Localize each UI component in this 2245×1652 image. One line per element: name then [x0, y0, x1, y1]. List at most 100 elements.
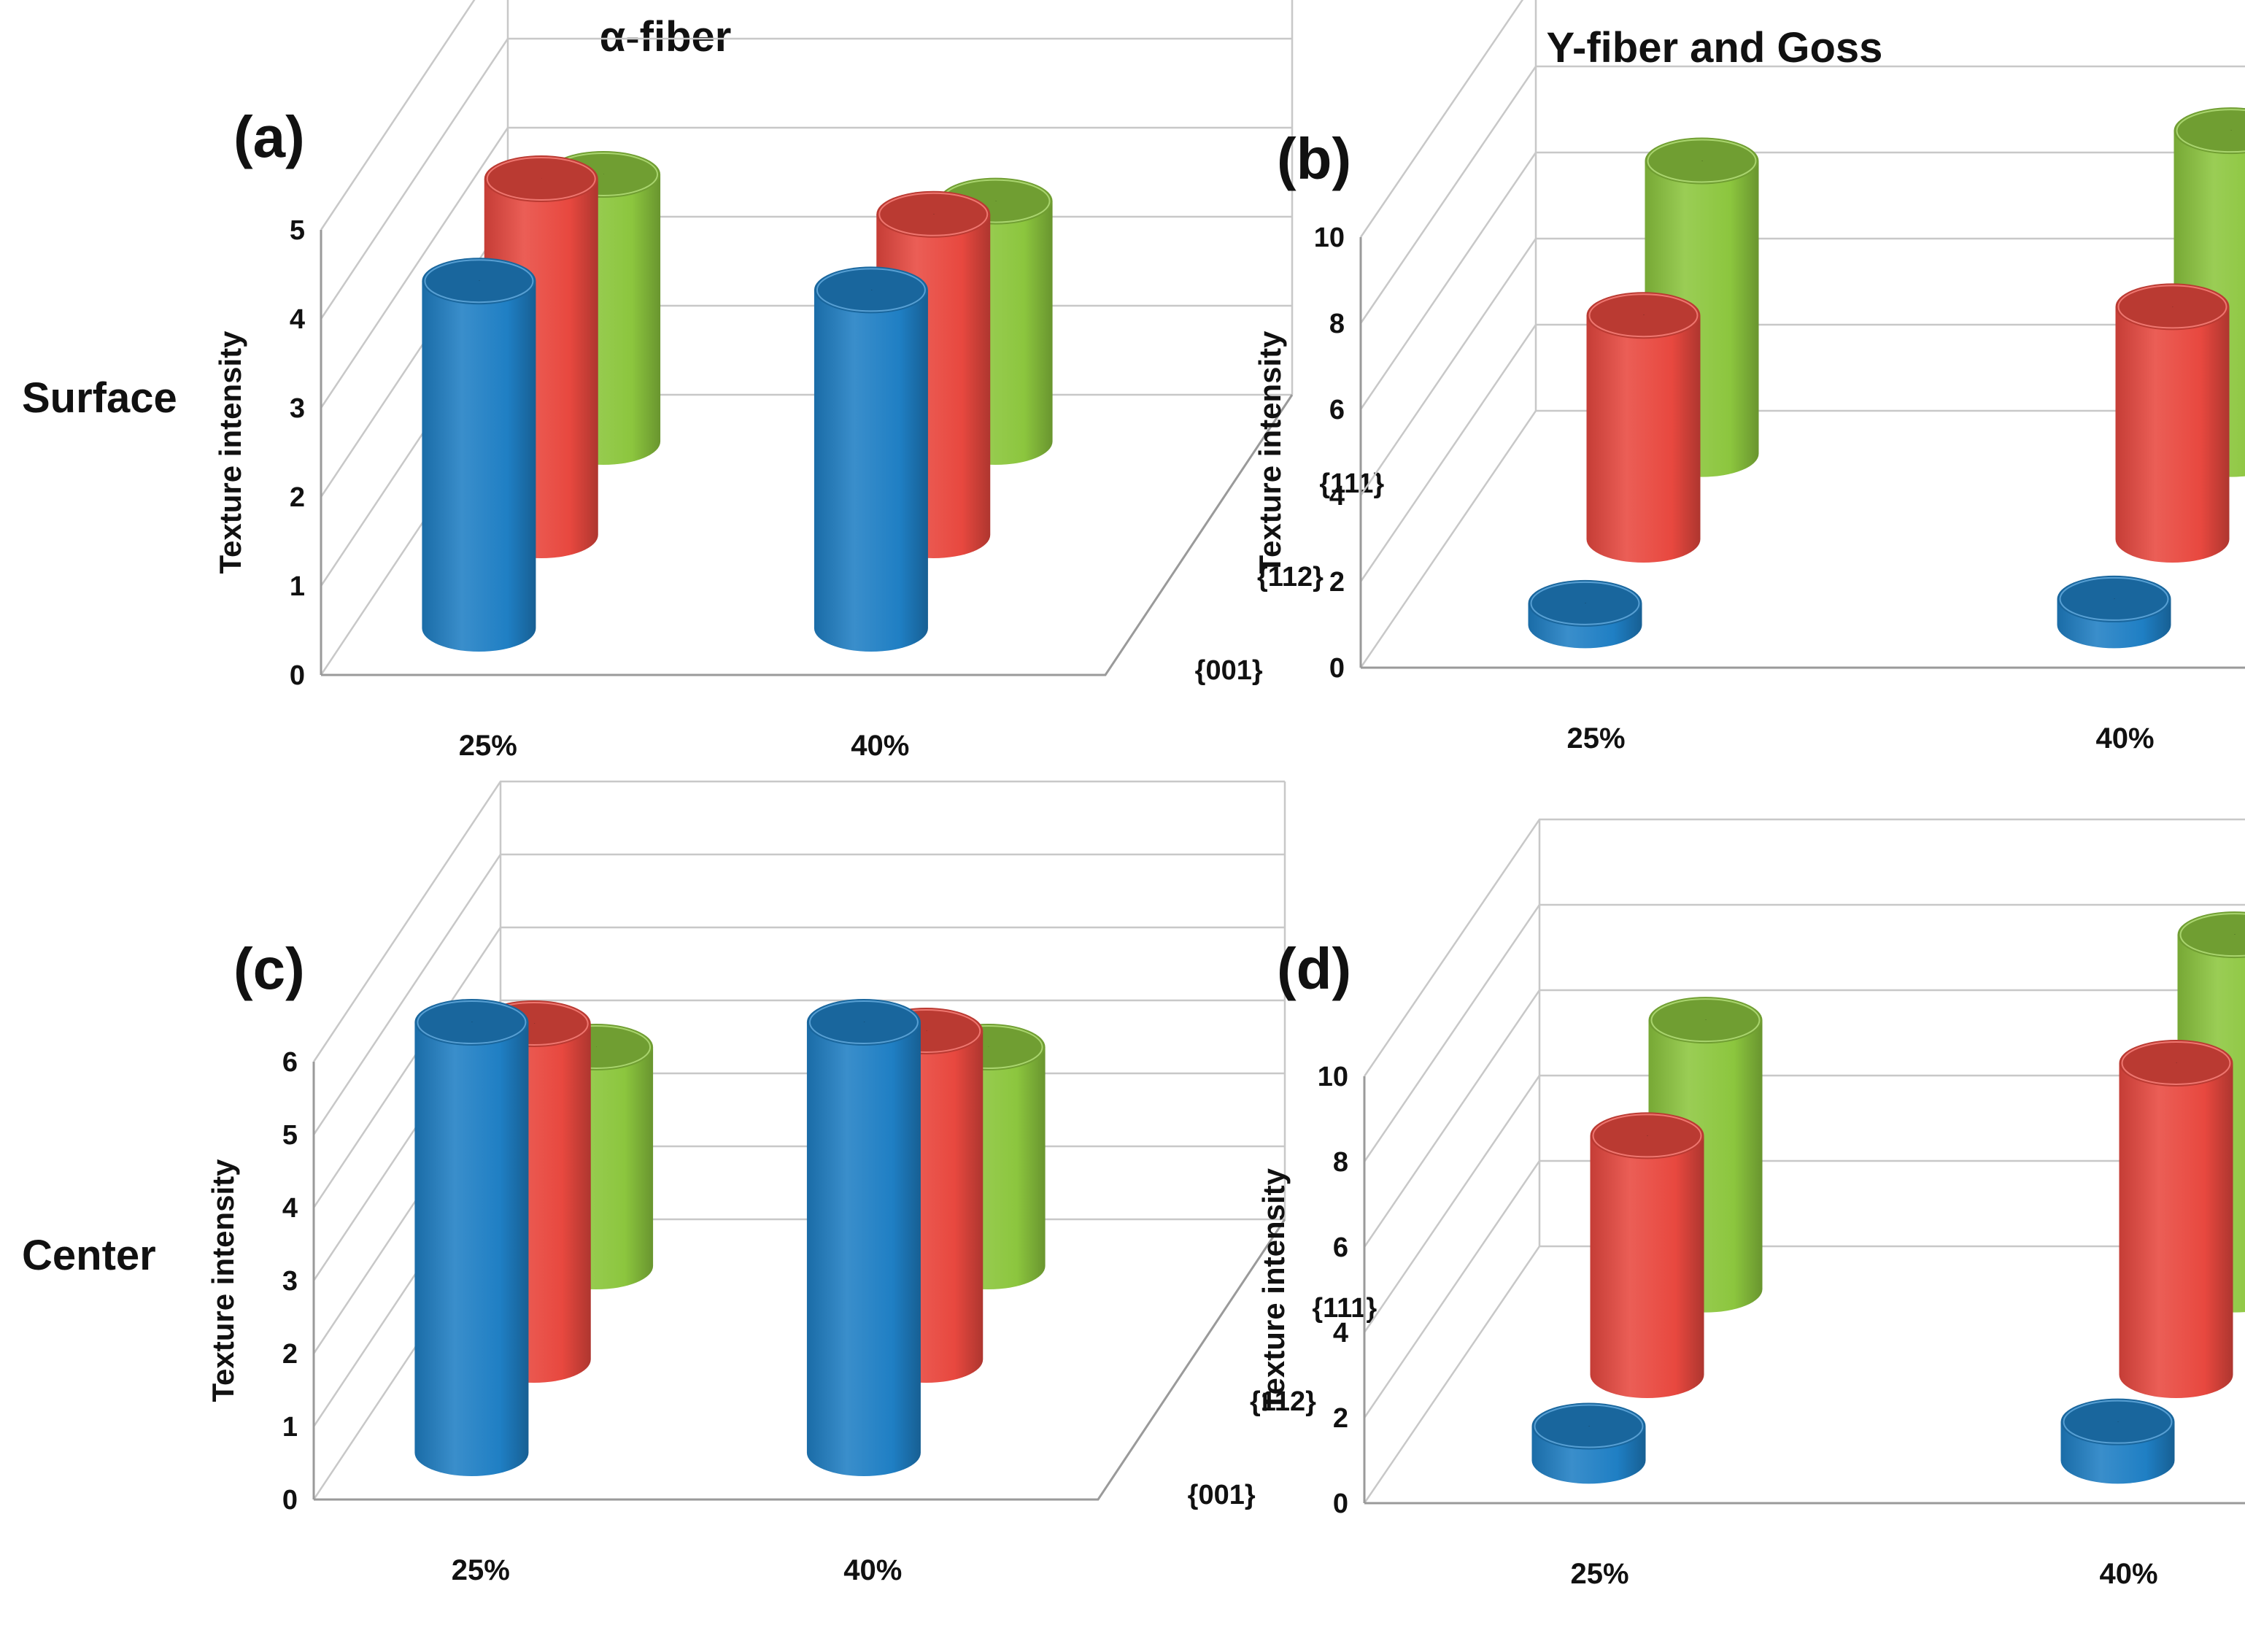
bar-value: 5.6: [1647, 1135, 1649, 1136]
bar-body: [1586, 315, 1701, 563]
x-category-label: 25%: [1566, 722, 1625, 754]
bar-top-highlight: [417, 1000, 527, 1044]
bar-value: 3: [596, 1046, 597, 1048]
bar-top: [422, 258, 536, 305]
bar-body: [1590, 1135, 1704, 1398]
bar-top: [2060, 1398, 2175, 1446]
x-category-label: 25%: [459, 730, 517, 762]
gridline: [1363, 1074, 2245, 1333]
bar-top-highlight: [1530, 581, 1640, 625]
gridline: [1359, 237, 2245, 496]
y-tick-label: 8: [1333, 1147, 1348, 1178]
bar-top-highlight: [1588, 293, 1699, 338]
bar-cylinder: 5.9: [806, 999, 921, 1476]
bar-value: 5.9: [864, 1022, 865, 1023]
bar-top: [1648, 997, 1763, 1044]
y-tick-label: 10: [1314, 223, 1345, 253]
floor-edge: [321, 394, 1294, 676]
y-tick-label: 6: [1329, 395, 1345, 425]
gridline: [1363, 818, 2245, 1077]
floor-edge: [1361, 666, 2245, 669]
x-category-label: 25%: [452, 1554, 510, 1586]
bar-cylinder: 3.8: [814, 266, 928, 652]
bar-top-highlight: [1534, 1404, 1644, 1448]
panel-label: (c): [233, 936, 305, 1001]
bar-value: 0.6: [2114, 598, 2116, 600]
y-tick-label: 5: [282, 1120, 298, 1151]
bar-top: [2115, 283, 2230, 331]
bar-value: 7.5: [2231, 130, 2233, 131]
panel-label: (a): [233, 104, 305, 169]
bar-value: 3.9: [479, 280, 480, 282]
y-axis-title: Texture intensity: [1256, 1167, 1291, 1411]
gridline: [1359, 151, 2245, 410]
bar-body: [2115, 306, 2230, 563]
bar-top: [2177, 911, 2245, 959]
bar-value: 4: [541, 177, 542, 180]
bar-body: [422, 281, 536, 652]
bar-value: 8.3: [2235, 934, 2236, 935]
y-tick-label: 0: [282, 1485, 298, 1516]
bar-top: [2057, 575, 2171, 622]
bar-value: 5.4: [2173, 305, 2174, 307]
bar-value: 0.9: [2118, 1421, 2120, 1423]
y-tick-label: 10: [1318, 1062, 1348, 1092]
x-category-label: 40%: [2099, 1558, 2157, 1590]
bar-body: [814, 290, 928, 652]
chart-panel-a: 0 1 2 3 4 5 Texture intensity (a) 25% 40% {001} {11…: [213, 0, 1384, 762]
y-tick-label: 2: [290, 482, 305, 513]
y-tick-label: 4: [1329, 481, 1345, 512]
gridline: [1359, 323, 2245, 582]
y-axis-title: Texture intensity: [1253, 331, 1287, 574]
bar-top: [1586, 292, 1701, 339]
bar-top: [1531, 1402, 1646, 1450]
depth-series-label: {001}: [1188, 1480, 1256, 1510]
bar-value: 3.6: [933, 214, 935, 215]
bar-top-highlight: [1650, 998, 1761, 1043]
floor-edge: [1364, 1502, 2245, 1505]
bar-value: 6.3: [1706, 1019, 1707, 1021]
panel-label: (b): [1277, 126, 1351, 191]
floor-edge: [314, 1219, 1286, 1501]
bar-value: 5.9: [471, 1022, 473, 1023]
y-tick-label: 4: [1333, 1318, 1348, 1348]
bar-cylinder: 7.3: [2119, 1039, 2233, 1398]
bar-value: 2.7: [996, 201, 997, 202]
depth-series-label: {112}: [1250, 1386, 1316, 1417]
bar-top: [484, 155, 598, 202]
gridline: [1363, 1159, 2245, 1419]
x-category-label: 25%: [1570, 1558, 1628, 1590]
gridline: [1359, 0, 1524, 238]
bar-top: [1590, 1112, 1704, 1159]
y-tick-label: 4: [290, 304, 305, 335]
bar-value: 4.5: [926, 1030, 927, 1032]
depth-series-label: {112}: [1257, 562, 1324, 593]
bar-top: [1528, 579, 1642, 627]
bar-top-highlight: [816, 268, 926, 312]
y-axis-title: Texture intensity: [206, 1159, 240, 1402]
bar-body: [414, 1022, 529, 1476]
gridline: [320, 0, 476, 231]
bar-top-highlight: [2117, 285, 2227, 329]
y-tick-label: 2: [1329, 567, 1345, 598]
bar-cylinder: 0.8: [1531, 1402, 1646, 1484]
bar-top: [814, 266, 928, 314]
bar-cylinder: 5.6: [1590, 1112, 1704, 1398]
x-category-label: 40%: [2095, 722, 2154, 754]
bar-value: 5.2: [1644, 314, 1645, 316]
bar-top: [876, 190, 991, 238]
bar-value: 4.6: [534, 1022, 536, 1024]
bar-value: 7.3: [2176, 1062, 2178, 1064]
gridline: [1363, 989, 2245, 1248]
bar-top-highlight: [878, 192, 989, 236]
bar-top-highlight: [486, 157, 596, 201]
y-tick-label: 1: [290, 571, 305, 602]
bar-value: 3: [603, 174, 604, 175]
bar-body: [806, 1022, 921, 1476]
y-tick-label: 2: [1333, 1403, 1348, 1434]
bar-body: [2119, 1062, 2233, 1398]
bar-top-highlight: [2063, 1400, 2173, 1444]
y-tick-label: 4: [282, 1193, 298, 1224]
bar-top: [414, 999, 529, 1046]
